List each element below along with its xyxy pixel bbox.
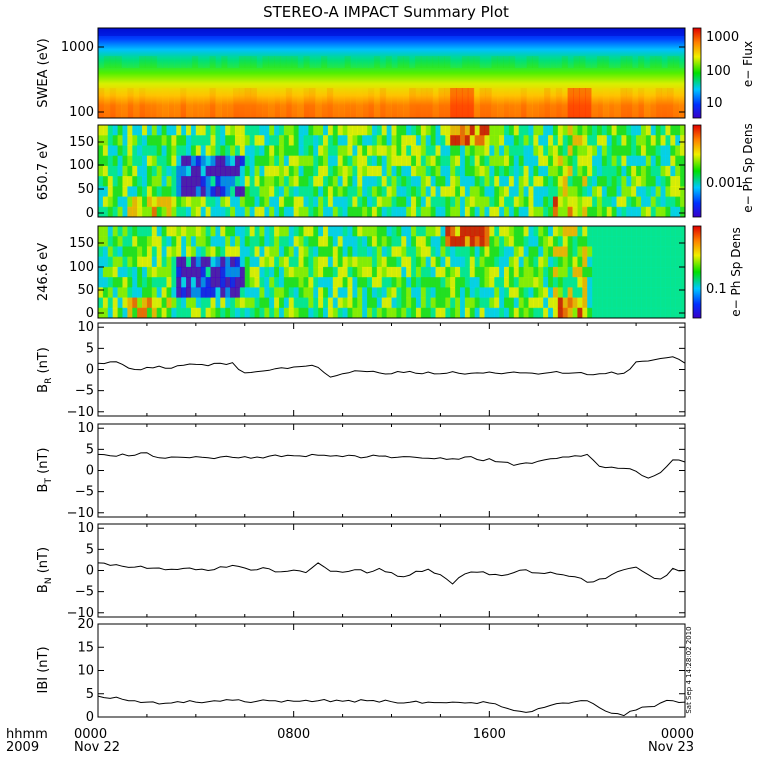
- e-psd-246-panel: [97, 225, 686, 319]
- y-tick-label: −10: [67, 506, 94, 521]
- ylabel-bmag: IBI (nT): [36, 646, 51, 693]
- y-tick-label: 0: [86, 710, 94, 725]
- plot-timestamp: Sat Sep 4 14:28:02 2010: [685, 626, 693, 713]
- colorbar-label: e− Ph Sp Dens: [741, 123, 755, 212]
- colorbar-label: e− Ph Sp Dens: [729, 227, 743, 316]
- y-tick-label: 5: [86, 442, 94, 457]
- colorbar-tick: 100: [706, 64, 731, 79]
- y-tick-label: 10: [77, 421, 94, 436]
- bn-series-line: [97, 562, 686, 585]
- y-tick-label: −10: [67, 405, 94, 420]
- y-tick-label: 100: [69, 158, 94, 173]
- bt-series-line: [97, 452, 686, 479]
- y-tick-label: 100: [69, 105, 94, 120]
- time-tick-label: 1600: [473, 727, 506, 742]
- swea-spectrogram-panel: [97, 27, 686, 119]
- svg-text:BN (nT): BN (nT): [36, 547, 54, 593]
- y-tick-label: 15: [77, 640, 94, 655]
- y-tick-label: 10: [77, 320, 94, 335]
- bt-panel: 10 5 0 −5 −10: [67, 421, 686, 521]
- br-panel: 10 5 0 −5 −10: [67, 320, 686, 420]
- colorbar-tick: 0.001: [706, 176, 743, 191]
- time-tick-label: 0000: [661, 727, 694, 742]
- bn-panel: 10 5 0 −5 −10: [67, 521, 686, 621]
- y-tick-label: 5: [86, 687, 94, 702]
- time-tick-date: Nov 22: [74, 740, 120, 755]
- svg-text:BR (nT): BR (nT): [36, 347, 54, 393]
- y-tick-label: 50: [77, 283, 94, 298]
- e-psd-650-panel: [97, 124, 686, 218]
- colorbar-label: e− Flux: [741, 41, 755, 87]
- y-tick-label: −5: [75, 485, 94, 500]
- colorbar-tick: 0.1: [706, 282, 727, 297]
- ylabel-246: 246.6 eV: [36, 243, 51, 301]
- time-tick-label: 0800: [277, 727, 310, 742]
- ylabel-br: BR (nT): [36, 347, 54, 393]
- y-tick-label: 10: [77, 664, 94, 679]
- y-tick-label: 10: [77, 521, 94, 536]
- colorbar-tick: 1000: [706, 30, 739, 45]
- colorbar-flux: 1000 100 10 e− Flux: [692, 27, 755, 119]
- y-tick-label: −10: [67, 606, 94, 621]
- svg-text:BT (nT): BT (nT): [36, 448, 54, 493]
- y-tick-label: 150: [69, 236, 94, 251]
- y-tick-label: 20: [77, 617, 94, 632]
- y-tick-label: 150: [69, 135, 94, 150]
- y-tick-label: −5: [75, 585, 94, 600]
- bmag-series-line: [97, 695, 686, 717]
- time-tick-date: Nov 23: [648, 740, 694, 755]
- y-tick-label: 5: [86, 542, 94, 557]
- colorbar-tick: 10: [706, 96, 723, 111]
- ylabel-swea: SWEA (eV): [36, 38, 51, 107]
- plot-title: STEREO-A IMPACT Summary Plot: [263, 3, 509, 21]
- y-tick-label: 0: [86, 206, 94, 221]
- br-series-line: [97, 356, 686, 378]
- bmag-panel: 20 15 10 5 0: [77, 617, 686, 725]
- y-tick-label: 0: [86, 564, 94, 579]
- y-tick-label: 50: [77, 182, 94, 197]
- ylabel-bn: BN (nT): [36, 547, 54, 593]
- time-tick-label: 0000: [74, 727, 107, 742]
- colorbar-psd-650: 0.001 e− Ph Sp Dens: [692, 123, 755, 218]
- y-tick-label: −5: [75, 384, 94, 399]
- y-tick-label: 0: [86, 363, 94, 378]
- time-axis-year: 2009: [6, 740, 39, 755]
- y-tick-label: 100: [69, 260, 94, 275]
- colorbar-psd-246: 0.1 e− Ph Sp Dens: [692, 225, 743, 319]
- time-axis-label: hhmm: [6, 727, 48, 742]
- ylabel-650: 650.7 eV: [36, 142, 51, 200]
- y-tick-label: 1000: [61, 40, 94, 55]
- ylabel-bt: BT (nT): [36, 448, 54, 493]
- y-tick-label: 0: [86, 306, 94, 321]
- y-tick-label: 0: [86, 464, 94, 479]
- y-tick-label: 5: [86, 341, 94, 356]
